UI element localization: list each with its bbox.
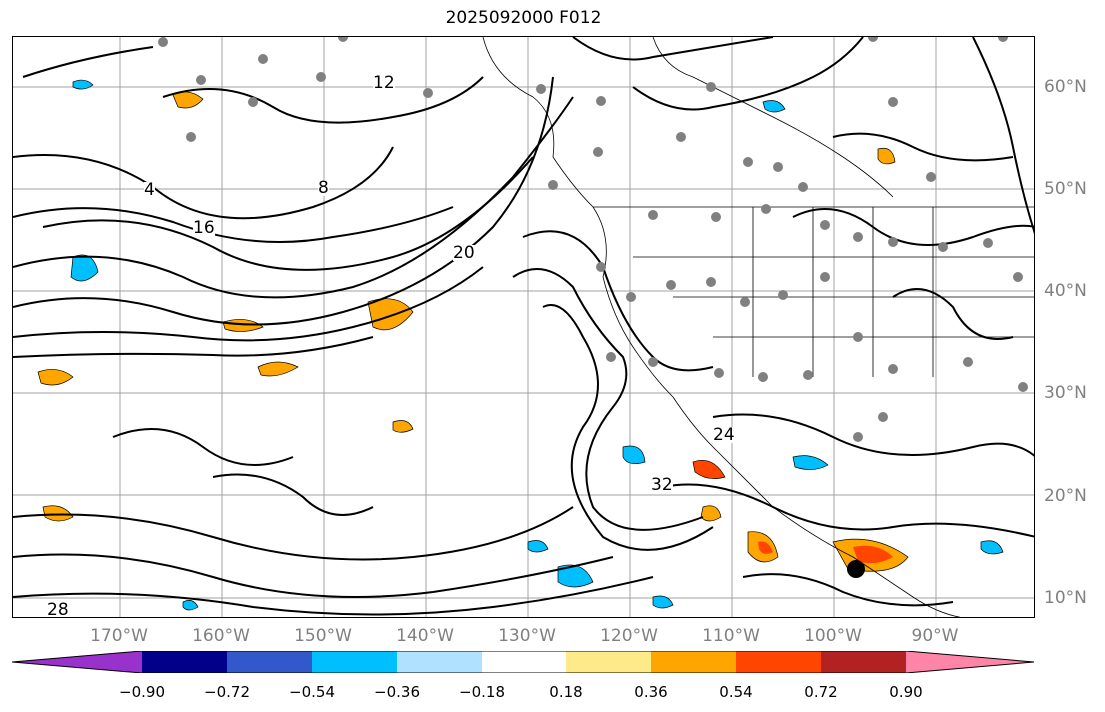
colorbar-tick: 0.90 bbox=[889, 683, 923, 701]
lat-label: 20°N bbox=[1044, 486, 1087, 506]
contour-label: 20 bbox=[453, 243, 475, 263]
colorbar-segment bbox=[821, 651, 906, 673]
colorbar-segment bbox=[651, 651, 736, 673]
map-title: 2025092000 F012 bbox=[445, 8, 602, 28]
shaded-field bbox=[37, 79, 1004, 611]
contour-label: 4 bbox=[144, 180, 155, 200]
colorbar-segment bbox=[906, 651, 1034, 673]
colorbar bbox=[11, 650, 1035, 677]
colorbar-tick: 0.18 bbox=[549, 683, 583, 701]
colorbar-segment bbox=[482, 651, 566, 673]
colorbar-tick: −0.54 bbox=[289, 683, 335, 701]
colorbar-segment bbox=[312, 651, 397, 673]
contour-label: 8 bbox=[318, 178, 329, 198]
contour-label: 16 bbox=[193, 218, 215, 238]
contour-label: 32 bbox=[651, 475, 673, 495]
lon-label: 160°W bbox=[192, 626, 250, 646]
colorbar-tick: −0.36 bbox=[374, 683, 420, 701]
colorbar-segment bbox=[566, 651, 651, 673]
lat-label: 40°N bbox=[1044, 281, 1087, 301]
lat-label: 10°N bbox=[1044, 588, 1087, 608]
colorbar-tick: 0.54 bbox=[719, 683, 753, 701]
colorbar-tick: −0.90 bbox=[119, 683, 165, 701]
colorbar-segment bbox=[142, 651, 227, 673]
colorbar-tick: 0.72 bbox=[804, 683, 838, 701]
lon-label: 140°W bbox=[396, 626, 454, 646]
lon-label: 90°W bbox=[911, 626, 959, 646]
lon-label: 120°W bbox=[600, 626, 658, 646]
storm-center-marker bbox=[847, 560, 865, 578]
map-panel[interactable]: 4 8 12 16 20 24 28 32 bbox=[12, 36, 1035, 618]
colorbar-segment bbox=[12, 651, 142, 673]
lon-label: 110°W bbox=[702, 626, 760, 646]
map-canvas bbox=[13, 37, 1034, 617]
colorbar-tick: −0.72 bbox=[204, 683, 250, 701]
contour-label: 24 bbox=[713, 425, 735, 445]
lon-label: 150°W bbox=[294, 626, 352, 646]
lat-label: 30°N bbox=[1044, 383, 1087, 403]
lon-label: 100°W bbox=[804, 626, 862, 646]
colorbar-segment bbox=[227, 651, 312, 673]
colorbar-segment bbox=[736, 651, 821, 673]
graticule bbox=[13, 37, 1034, 617]
contour-label: 12 bbox=[373, 73, 395, 93]
contour-lines bbox=[13, 37, 1034, 616]
lon-label: 170°W bbox=[90, 626, 148, 646]
contour-label: 28 bbox=[47, 600, 69, 618]
coastlines bbox=[482, 37, 1034, 617]
lat-label: 60°N bbox=[1044, 77, 1087, 97]
colorbar-tick: −0.18 bbox=[459, 683, 505, 701]
lat-label: 50°N bbox=[1044, 179, 1087, 199]
lon-label: 130°W bbox=[498, 626, 556, 646]
colorbar-tick: 0.36 bbox=[634, 683, 668, 701]
station-markers bbox=[158, 37, 1028, 442]
colorbar-segment bbox=[397, 651, 482, 673]
